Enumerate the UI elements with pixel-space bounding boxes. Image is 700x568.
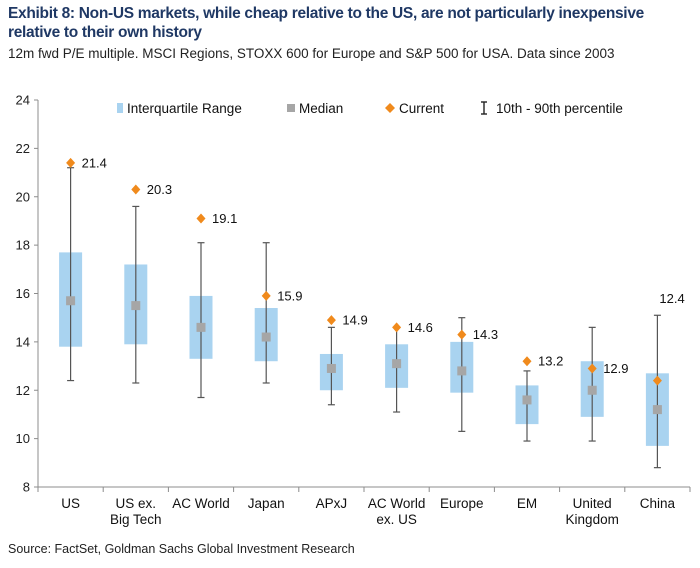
- chart-title: Exhibit 8: Non-US markets, while cheap r…: [8, 5, 644, 41]
- current-value-label: 21.4: [82, 155, 107, 170]
- x-tick-label: EM: [517, 496, 537, 511]
- box-group: 12.4: [645, 291, 685, 469]
- y-tick-label: 22: [16, 141, 30, 156]
- box-group: 14.3: [450, 317, 498, 432]
- current-value-label: 13.2: [538, 354, 563, 369]
- y-tick-label: 12: [16, 383, 30, 398]
- current-value-label: 14.6: [408, 320, 433, 335]
- current-marker: [652, 375, 662, 386]
- current-marker: [326, 315, 336, 326]
- chart-subtitle: 12m fwd P/E multiple. MSCI Regions, STOX…: [8, 46, 615, 61]
- current-value-label: 19.1: [212, 211, 237, 226]
- legend-range-swatch: [481, 101, 487, 115]
- y-tick-label: 10: [16, 431, 30, 446]
- median-marker: [652, 405, 662, 415]
- box-group: 13.2: [515, 354, 563, 442]
- x-tick-label: China: [640, 496, 676, 511]
- median-marker: [131, 301, 141, 311]
- y-tick-label: 24: [16, 93, 30, 108]
- legend-median-swatch: [287, 104, 295, 112]
- box-group: 21.4: [59, 155, 107, 382]
- current-marker: [587, 363, 597, 374]
- legend-current-label: Current: [399, 101, 444, 116]
- current-marker: [196, 213, 206, 224]
- x-tick-label: US: [61, 496, 80, 511]
- current-marker: [261, 290, 271, 301]
- source-note: Source: FactSet, Goldman Sachs Global In…: [8, 542, 355, 556]
- median-marker: [457, 366, 467, 376]
- current-value-label: 14.3: [473, 327, 498, 342]
- legend-iqr-label: Interquartile Range: [127, 101, 242, 116]
- x-tick-label: APxJ: [316, 496, 348, 511]
- current-marker: [66, 157, 76, 168]
- current-marker: [392, 322, 402, 333]
- x-tick-label: AC World ex. US: [368, 496, 426, 527]
- legend-range-label: 10th - 90th percentile: [496, 101, 623, 116]
- current-value-label: 20.3: [147, 182, 172, 197]
- current-value-label: 15.9: [277, 288, 302, 303]
- median-marker: [196, 322, 206, 332]
- y-tick-label: 16: [16, 286, 30, 301]
- current-marker: [457, 329, 467, 340]
- box-group: 19.1: [189, 211, 237, 399]
- y-tick-label: 14: [16, 334, 30, 349]
- current-marker: [131, 184, 141, 195]
- x-tick-label: United Kingdom: [566, 496, 619, 527]
- y-tick-label: 20: [16, 189, 30, 204]
- median-marker: [66, 296, 76, 306]
- box-group: 20.3: [124, 182, 172, 384]
- box-group: 14.9: [319, 313, 368, 406]
- current-value-label: 14.9: [342, 313, 367, 328]
- x-tick-label: Japan: [248, 496, 285, 511]
- box-group: 15.9: [254, 242, 303, 384]
- median-marker: [522, 395, 532, 405]
- axes: 8 10 12 14 16 18 20 22 24 US US ex. Big Tech AC Worl…: [16, 93, 691, 527]
- median-marker: [587, 385, 597, 395]
- median-marker: [261, 332, 271, 342]
- y-tick-label: 8: [23, 480, 30, 495]
- box-group: 12.9: [580, 326, 629, 442]
- x-tick-label: Europe: [440, 496, 484, 511]
- box-group: 14.6: [385, 320, 433, 413]
- legend-median-label: Median: [299, 101, 343, 116]
- x-tick-label: US ex. Big Tech: [110, 496, 162, 527]
- y-tick-label: 18: [16, 238, 30, 253]
- median-marker: [392, 359, 402, 369]
- legend-iqr-swatch: [117, 103, 123, 113]
- median-marker: [326, 363, 336, 373]
- current-marker: [522, 356, 532, 367]
- x-tick-label: AC World: [172, 496, 230, 511]
- legend-current-swatch: [385, 103, 395, 113]
- current-value-label: 12.9: [603, 361, 628, 376]
- current-value-label: 12.4: [659, 291, 684, 306]
- legend: Interquartile Range Median Current 10th - 9…: [117, 101, 623, 116]
- chart-marks: 21.4 20.3 19.1 15.9 14.9 14.6 14.3 13.2 12.9 12.4: [59, 155, 685, 469]
